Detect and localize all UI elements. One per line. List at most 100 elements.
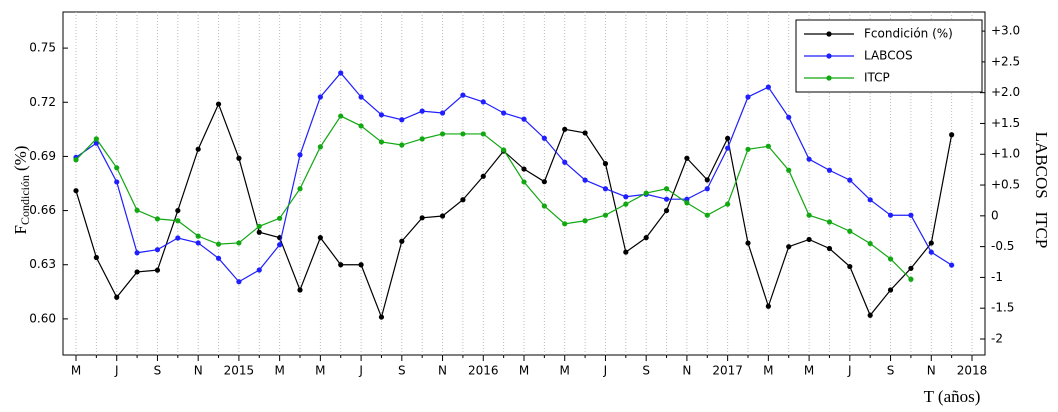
data-point: [623, 249, 629, 255]
data-point: [175, 207, 181, 214]
data-point: [684, 155, 690, 161]
x-tick-label: 2016: [468, 364, 499, 378]
legend-marker: [826, 75, 832, 81]
y2-tick-label: +0.5: [991, 178, 1020, 192]
data-point: [480, 173, 486, 179]
data-point: [765, 84, 771, 90]
data-point: [765, 143, 771, 149]
data-point: [949, 132, 955, 138]
data-point: [602, 212, 609, 218]
data-point: [684, 200, 690, 206]
data-point: [745, 94, 751, 100]
data-point: [602, 161, 609, 167]
data-point: [419, 108, 425, 114]
data-point: [93, 254, 99, 261]
y2-axis-label: LABCOS ITCP: [1032, 132, 1051, 249]
x-tick-label: N: [194, 364, 203, 378]
y2-tick-label: 0: [991, 208, 999, 222]
x-tick-label: S: [154, 364, 162, 378]
data-point: [277, 242, 283, 248]
data-point: [399, 117, 405, 123]
series-line: [75, 115, 912, 280]
data-point: [663, 207, 670, 214]
data-point: [236, 240, 242, 246]
data-point: [358, 262, 364, 268]
data-point: [256, 229, 262, 235]
data-point: [602, 186, 609, 192]
data-point: [378, 314, 385, 320]
data-point: [725, 201, 731, 207]
data-point: [826, 167, 833, 173]
data-point: [847, 263, 853, 270]
data-point: [460, 197, 466, 203]
x-tick-label: M: [315, 364, 325, 378]
data-point: [215, 241, 222, 247]
data-point: [745, 146, 751, 152]
data-point: [215, 101, 222, 107]
x-tick-label: M: [519, 364, 529, 378]
data-point: [826, 245, 833, 252]
data-point: [154, 247, 161, 253]
data-point: [562, 159, 568, 165]
x-tick-label: 2018: [957, 364, 988, 378]
data-point: [806, 156, 812, 162]
y2-tick-label: +1.0: [991, 147, 1020, 161]
data-point: [725, 145, 731, 151]
y2-tick-label: -1: [991, 270, 1003, 284]
data-point: [521, 166, 527, 172]
x-tick-label: S: [398, 364, 406, 378]
x-tick-label: M: [274, 364, 284, 378]
data-point: [786, 114, 792, 120]
y-tick-label: 0.63: [29, 257, 56, 271]
data-point: [521, 116, 527, 122]
data-point: [114, 179, 120, 185]
data-point: [704, 186, 710, 192]
data-point: [460, 131, 466, 137]
data-point: [93, 140, 99, 146]
x-tick-label: J: [603, 364, 608, 378]
data-point: [786, 167, 792, 173]
data-point: [501, 147, 507, 153]
x-tick-label: N: [927, 364, 936, 378]
data-point: [338, 113, 344, 119]
data-point: [745, 240, 751, 246]
data-point: [460, 92, 466, 98]
data-point: [480, 99, 486, 105]
data-point: [908, 276, 914, 282]
data-point: [541, 179, 547, 185]
data-point: [704, 177, 710, 183]
data-point: [399, 238, 405, 244]
y2-tick-label: +2.0: [991, 85, 1020, 99]
data-point: [134, 250, 140, 256]
legend-marker: [826, 31, 832, 37]
y-label-main: F: [11, 225, 30, 234]
data-point: [297, 186, 303, 192]
y2-tick-label: +2.5: [991, 54, 1020, 68]
data-point: [195, 146, 201, 152]
data-point: [236, 279, 242, 285]
data-point: [93, 136, 99, 142]
data-point: [256, 267, 262, 273]
data-point: [419, 215, 425, 221]
legend-label: Fcondición (%): [864, 27, 953, 41]
data-point: [928, 249, 934, 255]
data-point: [725, 135, 731, 141]
data-point: [867, 240, 873, 247]
data-point: [826, 219, 833, 225]
data-point: [541, 203, 547, 209]
data-point: [847, 228, 853, 234]
data-point: [419, 136, 425, 142]
data-point: [623, 201, 629, 207]
y-tick-label: 0.69: [29, 149, 56, 163]
data-point: [297, 152, 303, 158]
data-point: [134, 269, 140, 275]
data-point: [195, 233, 201, 239]
data-point: [236, 155, 242, 161]
y-tick-label: 0.72: [29, 95, 56, 109]
data-point: [439, 213, 446, 219]
y2-tick-label: +3.0: [991, 24, 1020, 38]
data-point: [562, 126, 568, 132]
data-point: [847, 177, 853, 183]
legend-label: LABCOS: [864, 49, 913, 63]
data-point: [480, 131, 486, 137]
